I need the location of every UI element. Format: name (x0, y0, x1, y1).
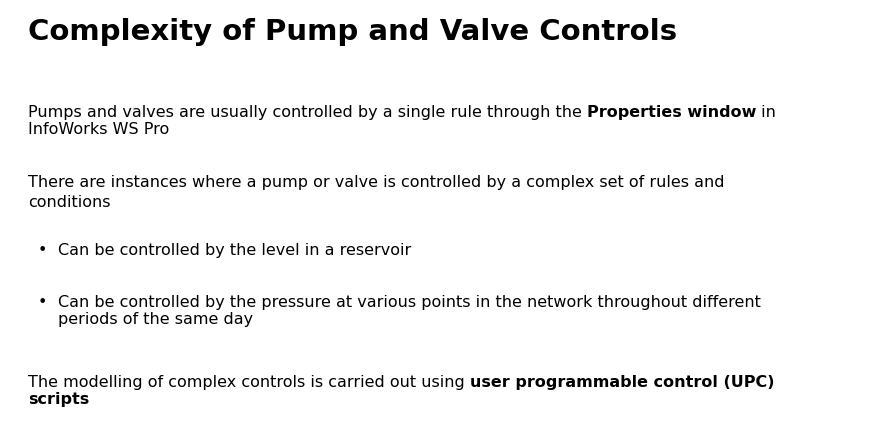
Text: •: • (38, 295, 47, 310)
Text: InfoWorks WS Pro: InfoWorks WS Pro (28, 122, 169, 136)
Text: There are instances where a pump or valve is controlled by a complex set of rule: There are instances where a pump or valv… (28, 175, 725, 211)
Text: Properties window: Properties window (587, 105, 757, 120)
Text: •: • (38, 243, 47, 258)
Text: in: in (757, 105, 776, 120)
Text: user programmable control (UPC): user programmable control (UPC) (470, 375, 774, 390)
Text: Complexity of Pump and Valve Controls: Complexity of Pump and Valve Controls (28, 18, 677, 46)
Text: Can be controlled by the level in a reservoir: Can be controlled by the level in a rese… (58, 243, 412, 258)
Text: The modelling of complex controls is carried out using: The modelling of complex controls is car… (28, 375, 470, 390)
Text: Can be controlled by the pressure at various points in the network throughout di: Can be controlled by the pressure at var… (58, 295, 761, 310)
Text: scripts: scripts (28, 392, 89, 407)
Text: periods of the same day: periods of the same day (58, 312, 253, 327)
Text: Pumps and valves are usually controlled by a single rule through the: Pumps and valves are usually controlled … (28, 105, 587, 120)
